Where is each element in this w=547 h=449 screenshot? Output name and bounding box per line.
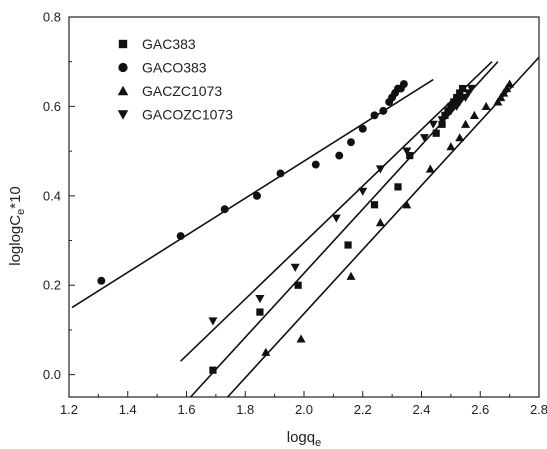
data-point-gaco383 (176, 232, 185, 241)
y-tick-label: 0.0 (43, 367, 61, 382)
legend-marker-gaczc1073 (117, 85, 129, 96)
data-point-gaczc1073 (493, 97, 503, 106)
legend-label-gac383: GAC383 (142, 36, 196, 52)
data-point-gaczc1073 (402, 200, 412, 209)
x-tick-label: 2.6 (471, 402, 489, 417)
tick-marks (68, 16, 540, 397)
data-point-gacozc1073 (290, 263, 300, 272)
data-point-gacozc1073 (466, 84, 476, 94)
data-point-gaco383 (399, 80, 408, 89)
data-point-gaczc1073 (461, 119, 471, 128)
data-point-gac383 (344, 241, 352, 249)
data-point-gaczc1073 (346, 271, 356, 280)
x-axis-title: logqe (287, 429, 321, 449)
legend-marker-gacozc1073 (117, 110, 129, 120)
y-axis-title-subscript: e (15, 209, 27, 215)
data-point-gac383 (450, 98, 458, 106)
fit-line-gacozc1073 (180, 61, 493, 362)
data-point-gac383 (406, 151, 414, 160)
data-point-gaco383 (97, 276, 106, 285)
data-point-gacozc1073 (419, 134, 429, 143)
data-point-gac383 (447, 102, 455, 111)
data-point-gac383 (459, 84, 467, 93)
data-point-gaczc1073 (502, 84, 512, 93)
data-point-gaco383 (276, 169, 285, 178)
data-point-gaco383 (370, 111, 379, 120)
data-point-gaczc1073 (455, 133, 465, 142)
data-point-gac383 (432, 129, 440, 137)
data-point-gaczc1073 (425, 164, 435, 173)
data-point-gac383 (294, 281, 302, 289)
data-point-gacozc1073 (437, 116, 447, 125)
data-point-gaczc1073 (375, 218, 385, 227)
data-point-gaczc1073 (469, 110, 479, 119)
fit-line-gaczc1073 (227, 56, 540, 398)
y-axis-title-main: loglogC (7, 215, 24, 266)
x-tick-label: 2.0 (295, 402, 313, 417)
data-point-gacozc1073 (255, 295, 265, 304)
data-point-gac383 (453, 93, 461, 102)
legend-label-gaco383: GACO383 (142, 60, 207, 76)
y-tick-label: 0.4 (43, 188, 61, 203)
data-point-gaco383 (220, 205, 229, 214)
data-point-gaco383 (253, 191, 261, 200)
legend-marker-gaco383 (118, 62, 128, 73)
x-tick-label: 1.2 (60, 402, 78, 417)
x-tick-labels: 1.2 1.4 1.6 1.8 2.0 2.2 2.4 2.6 2.8 (60, 402, 547, 417)
data-point-gacozc1073 (402, 147, 412, 156)
data-point-gacozc1073 (428, 120, 438, 129)
data-point-gaczc1073 (496, 92, 506, 102)
data-point-gac383 (456, 89, 464, 97)
x-axis-title-subscript: e (315, 437, 321, 449)
legend-label-gaczc1073: GACZC1073 (142, 83, 222, 99)
data-point-gaczc1073 (446, 142, 456, 151)
data-point-gac383 (370, 201, 379, 209)
y-tick-label: 0.2 (43, 278, 61, 293)
data-points (97, 79, 515, 374)
x-tick-label: 2.8 (530, 402, 547, 417)
data-point-gaco383 (311, 160, 320, 169)
data-point-gac383 (256, 308, 264, 316)
y-axis-title: loglogCe*10 (7, 186, 27, 266)
legend: GAC383 GACO383 GACZC1073 GACOZC1073 (117, 36, 233, 123)
data-point-gaczc1073 (261, 347, 271, 356)
data-point-gacozc1073 (375, 165, 385, 174)
data-point-gac383 (444, 107, 452, 115)
y-tick-label: 0.8 (43, 10, 61, 25)
data-point-gaczc1073 (481, 101, 491, 111)
data-point-gac383 (209, 366, 217, 374)
x-tick-label: 1.6 (177, 402, 195, 417)
data-point-gacozc1073 (358, 187, 368, 196)
y-tick-labels: 0.0 0.2 0.4 0.6 0.8 (43, 10, 61, 383)
data-point-gaco383 (347, 138, 355, 147)
data-point-gacozc1073 (446, 107, 456, 116)
legend-marker-gac383 (118, 39, 128, 49)
x-tick-label: 2.4 (412, 402, 430, 417)
x-tick-label: 2.2 (354, 402, 372, 417)
y-tick-label: 0.6 (43, 99, 61, 114)
data-point-gac383 (394, 183, 402, 191)
data-point-gaco383 (358, 124, 367, 133)
data-point-gaczc1073 (505, 79, 515, 88)
legend-label-gacozc1073: GACOZC1073 (142, 107, 233, 123)
data-point-gacozc1073 (331, 214, 341, 223)
data-point-gaco383 (335, 151, 344, 160)
data-point-gaco383 (379, 106, 388, 115)
data-point-gac383 (441, 111, 449, 119)
data-point-gaczc1073 (296, 334, 306, 343)
data-point-gaczc1073 (499, 88, 509, 97)
x-tick-label: 1.8 (236, 402, 254, 417)
y-axis-title-suffix: *10 (7, 186, 24, 209)
data-point-gacozc1073 (208, 317, 218, 326)
x-tick-label: 1.4 (119, 402, 137, 417)
x-axis-title-main: logq (287, 429, 315, 446)
